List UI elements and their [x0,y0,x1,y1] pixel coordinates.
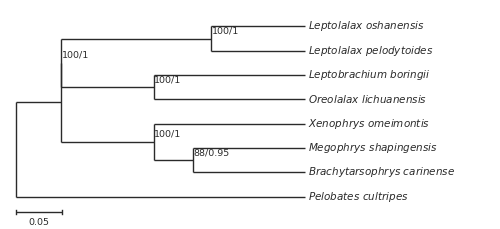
Text: $\mathit{Leptolalax\ oshanensis}$: $\mathit{Leptolalax\ oshanensis}$ [308,19,425,33]
Text: 0.05: 0.05 [28,218,50,227]
Text: 100/1: 100/1 [62,51,89,60]
Text: $\mathit{Pelobates\ cultripes}$: $\mathit{Pelobates\ cultripes}$ [308,190,408,204]
Text: $\mathit{Brachytarsophrys\ carinense}$: $\mathit{Brachytarsophrys\ carinense}$ [308,165,455,179]
Text: $\mathit{Xenophrys\ omeimontis}$: $\mathit{Xenophrys\ omeimontis}$ [308,117,430,131]
Text: $\mathit{Oreolalax\ lichuanensis}$: $\mathit{Oreolalax\ lichuanensis}$ [308,93,428,105]
Text: $\mathit{Leptobrachium\ boringii}$: $\mathit{Leptobrachium\ boringii}$ [308,68,430,82]
Text: 88/0.95: 88/0.95 [194,148,230,157]
Text: $\mathit{Leptolalax\ pelodytoides}$: $\mathit{Leptolalax\ pelodytoides}$ [308,44,434,58]
Text: 100/1: 100/1 [154,130,182,139]
Text: 100/1: 100/1 [212,27,238,36]
Text: $\mathit{Megophrys\ shapingensis}$: $\mathit{Megophrys\ shapingensis}$ [308,141,438,155]
Text: 100/1: 100/1 [154,75,182,84]
